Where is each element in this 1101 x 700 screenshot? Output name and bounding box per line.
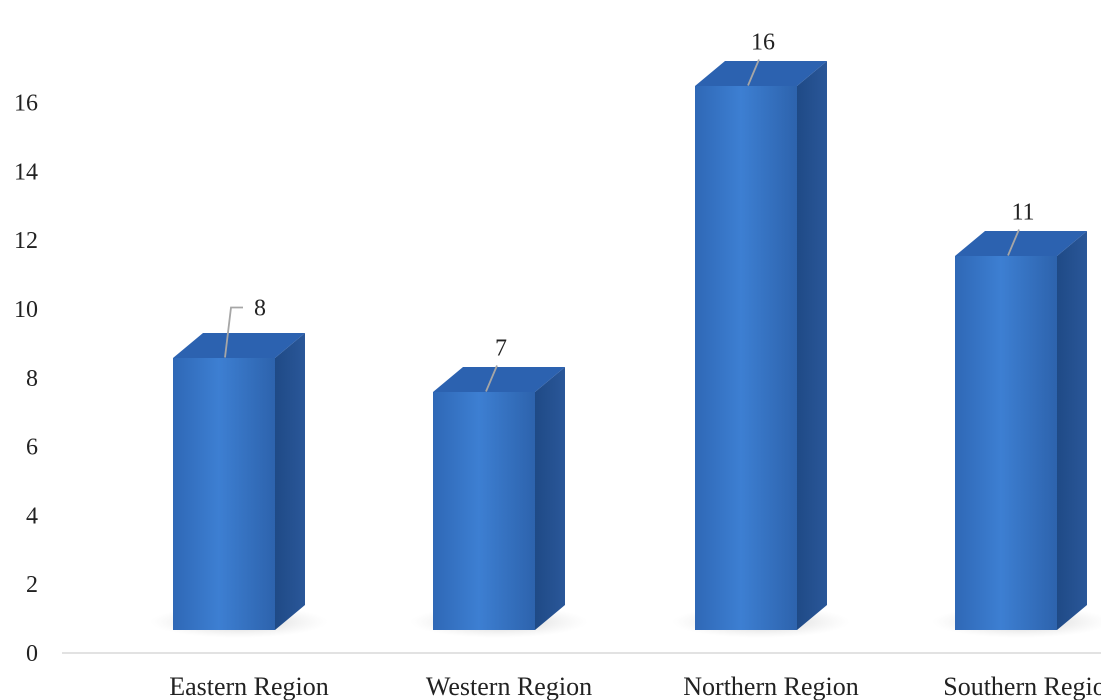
leader-line [1007,229,1020,256]
bar-top [695,61,827,86]
bar-front [433,392,535,630]
bar-front [955,256,1057,630]
bar-top [955,231,1087,256]
y-tick-label: 12 [14,228,38,254]
y-tick-label: 8 [26,366,38,392]
y-tick-label: 14 [14,159,38,185]
category-label: Southern Region [943,672,1101,700]
bars: 8 7 16 11 [150,30,1101,638]
bar-side [797,61,827,630]
bar-side [1057,231,1087,630]
bar-top [173,333,305,358]
y-axis: 0 2 4 6 8 10 12 14 16 [14,91,38,667]
leader-line [224,306,243,358]
y-tick-label: 4 [26,503,38,529]
leader-line [485,365,498,392]
bar-side [275,333,305,630]
category-label: Western Region [426,672,592,700]
bar: 11 [932,200,1101,638]
y-tick-label: 10 [14,297,38,323]
bar: 16 [672,30,850,638]
y-tick-label: 16 [14,91,38,117]
y-tick-label: 2 [26,572,38,598]
y-tick-label: 6 [26,435,38,461]
data-label: 8 [254,296,266,322]
leader-line [747,59,760,86]
x-axis: Eastern Region Western Region Northern Reg… [169,672,1101,700]
data-label: 11 [1011,200,1034,226]
bar: 7 [410,336,588,638]
data-label: 7 [495,336,507,362]
bar-front [173,358,275,630]
y-tick-label: 0 [26,641,38,667]
bar-top [433,367,565,392]
data-label: 16 [751,30,775,56]
category-label: Eastern Region [169,672,329,700]
category-label: Northern Region [683,672,858,700]
bar-front [695,86,797,630]
bar-side [535,367,565,630]
bar: 8 [150,296,328,638]
